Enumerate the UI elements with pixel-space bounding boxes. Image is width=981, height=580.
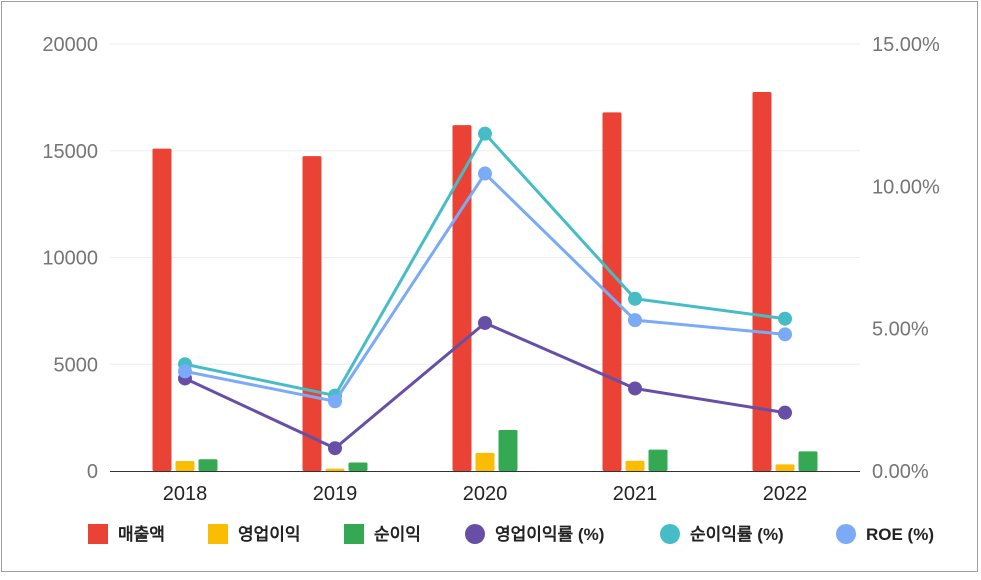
legend-label: 순이익률 (%) xyxy=(690,525,784,544)
x-tick-label: 2018 xyxy=(163,483,208,505)
left-tick-label: 5000 xyxy=(54,354,99,376)
x-tick-label: 2022 xyxy=(763,483,808,505)
legend-swatch xyxy=(208,524,228,544)
series-line xyxy=(184,321,786,450)
bars-layer xyxy=(152,92,818,472)
bar xyxy=(798,451,818,471)
legend: 매출액 영업이익 순이익 영업이익률 (%) 순이익률 (%) ROE (%) xyxy=(88,524,934,544)
bar xyxy=(302,156,322,471)
bar xyxy=(325,468,345,471)
bar xyxy=(498,430,518,471)
point xyxy=(478,166,492,181)
left-tick-label: 20000 xyxy=(42,34,98,56)
bar xyxy=(152,148,172,472)
left-axis-ticks: 0 5000 10000 15000 20000 xyxy=(42,34,98,483)
point xyxy=(328,394,342,409)
point xyxy=(628,381,642,396)
legend-swatch xyxy=(465,524,485,544)
legend-swatch xyxy=(660,524,680,544)
left-tick-label: 10000 xyxy=(42,248,98,270)
point xyxy=(778,311,792,326)
bar xyxy=(198,459,218,471)
x-axis-ticks: 2018 2019 2020 2021 2022 xyxy=(163,483,808,505)
lines-layer xyxy=(178,126,792,456)
bar xyxy=(452,125,472,471)
bar xyxy=(175,460,195,471)
gridlines xyxy=(110,43,860,365)
legend-swatch xyxy=(344,524,364,544)
point xyxy=(628,313,642,328)
bar xyxy=(752,92,772,471)
bar xyxy=(775,464,795,471)
legend-label: 영업이익률 (%) xyxy=(495,525,604,544)
legend-swatch xyxy=(836,524,856,544)
right-tick-label: 15.00% xyxy=(872,34,940,56)
bar xyxy=(348,462,368,471)
point xyxy=(478,315,492,330)
x-tick-label: 2021 xyxy=(613,483,658,505)
x-tick-label: 2019 xyxy=(313,483,358,505)
legend-label: 영업이익 xyxy=(238,525,301,544)
right-axis-ticks: 0.00% 5.00% 10.00% 15.00% xyxy=(872,34,940,483)
series-line xyxy=(184,172,786,403)
left-tick-label: 0 xyxy=(87,461,98,483)
point xyxy=(328,441,342,456)
point xyxy=(478,126,492,141)
bar xyxy=(625,460,645,471)
bar xyxy=(475,452,495,471)
right-tick-label: 5.00% xyxy=(872,319,929,341)
point xyxy=(628,291,642,306)
point xyxy=(778,405,792,420)
bar xyxy=(648,449,668,471)
point xyxy=(778,327,792,342)
legend-label: 매출액 xyxy=(118,525,165,544)
left-tick-label: 15000 xyxy=(42,141,98,163)
point xyxy=(178,364,192,379)
right-tick-label: 0.00% xyxy=(872,461,929,483)
right-tick-label: 10.00% xyxy=(872,176,940,198)
legend-label: 순이익 xyxy=(374,525,421,544)
legend-label: ROE (%) xyxy=(866,525,934,544)
x-tick-label: 2020 xyxy=(463,483,508,505)
legend-swatch xyxy=(88,524,108,544)
